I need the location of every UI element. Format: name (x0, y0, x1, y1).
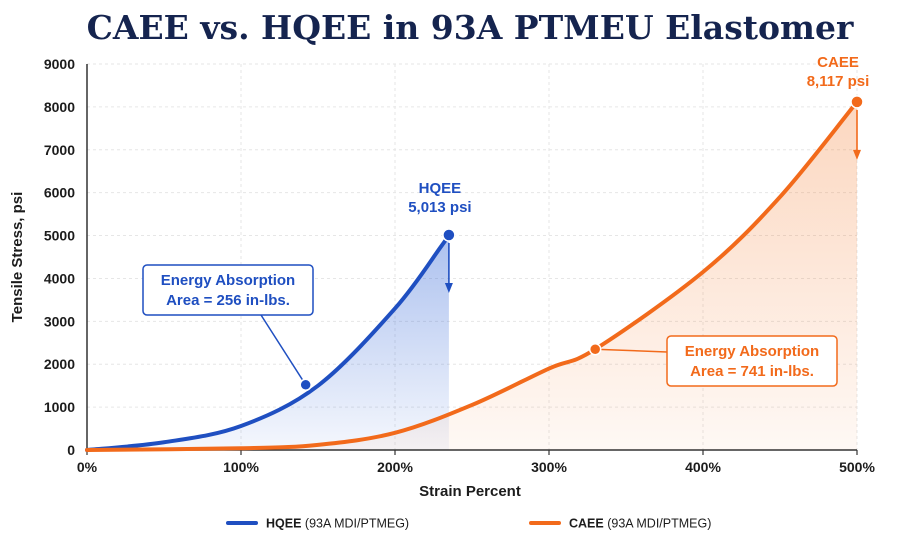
caee-arrow-head (853, 149, 861, 160)
x-tick-label: 300% (531, 459, 567, 475)
x-tick-label: 400% (685, 459, 721, 475)
y-tick-label: 3000 (44, 313, 75, 329)
hqee-area-label: Energy Absorption (161, 272, 295, 289)
y-tick-label: 7000 (44, 142, 75, 158)
hqee-max-point (442, 228, 456, 242)
caee-series-line (85, 99, 859, 452)
annotations: HQEE 5,013 psi Energy Absorption Area = 256… (142, 54, 870, 392)
y-tick-label: 1000 (44, 399, 75, 415)
caee-area-label: Energy Absorption (685, 343, 819, 360)
caee-energy-area (87, 101, 857, 451)
caee-area-leader (595, 348, 668, 353)
caee-area-point (588, 342, 602, 356)
hqee-max-label: HQEE (419, 180, 462, 197)
series-lines (85, 99, 859, 452)
y-tick-label: 5000 (44, 228, 75, 244)
caee-max-point (850, 95, 864, 109)
y-tick-label: 2000 (44, 356, 75, 372)
x-tick-label: 100% (223, 459, 259, 475)
caee-max-label: CAEE (817, 54, 859, 71)
hqee-arrow-head (444, 282, 453, 293)
y-tick-label: 0 (67, 442, 75, 458)
hqee-legend-label: HQEE (93A MDI/PTMEG) (266, 517, 409, 531)
chart-title: CAEE vs. HQEE in 93A PTMEU Elastomer (87, 8, 854, 47)
y-axis-label: Tensile Stress, psi (9, 192, 26, 323)
caee-max-label: 8,117 psi (807, 73, 870, 90)
y-tick-label: 8000 (44, 99, 75, 115)
legend: HQEE (93A MDI/PTMEG) CAEE (93A MDI/PTMEG) (226, 517, 711, 531)
x-tick-label: 200% (377, 459, 413, 475)
y-tick-label: 9000 (44, 56, 75, 72)
hqee-area-point (299, 378, 312, 392)
caee-legend-label: CAEE (93A MDI/PTMEG) (569, 517, 711, 531)
x-axis-label: Strain Percent (419, 483, 521, 500)
caee-area-label: Area = 741 in-lbs. (690, 363, 814, 380)
y-tick-label: 4000 (44, 270, 75, 286)
energy-areas (87, 101, 857, 451)
y-tick-label: 6000 (44, 185, 75, 201)
hqee-area-label: Area = 256 in-lbs. (166, 292, 290, 309)
x-tick-label: 500% (839, 459, 875, 475)
x-tick-label: 0% (77, 459, 98, 475)
hqee-area-leader (260, 314, 307, 386)
hqee-area-box (142, 264, 314, 316)
hqee-series-line (85, 232, 451, 452)
hqee-max-label: 5,013 psi (408, 199, 471, 216)
caee-area-box (666, 335, 838, 387)
hqee-energy-area (87, 234, 449, 450)
